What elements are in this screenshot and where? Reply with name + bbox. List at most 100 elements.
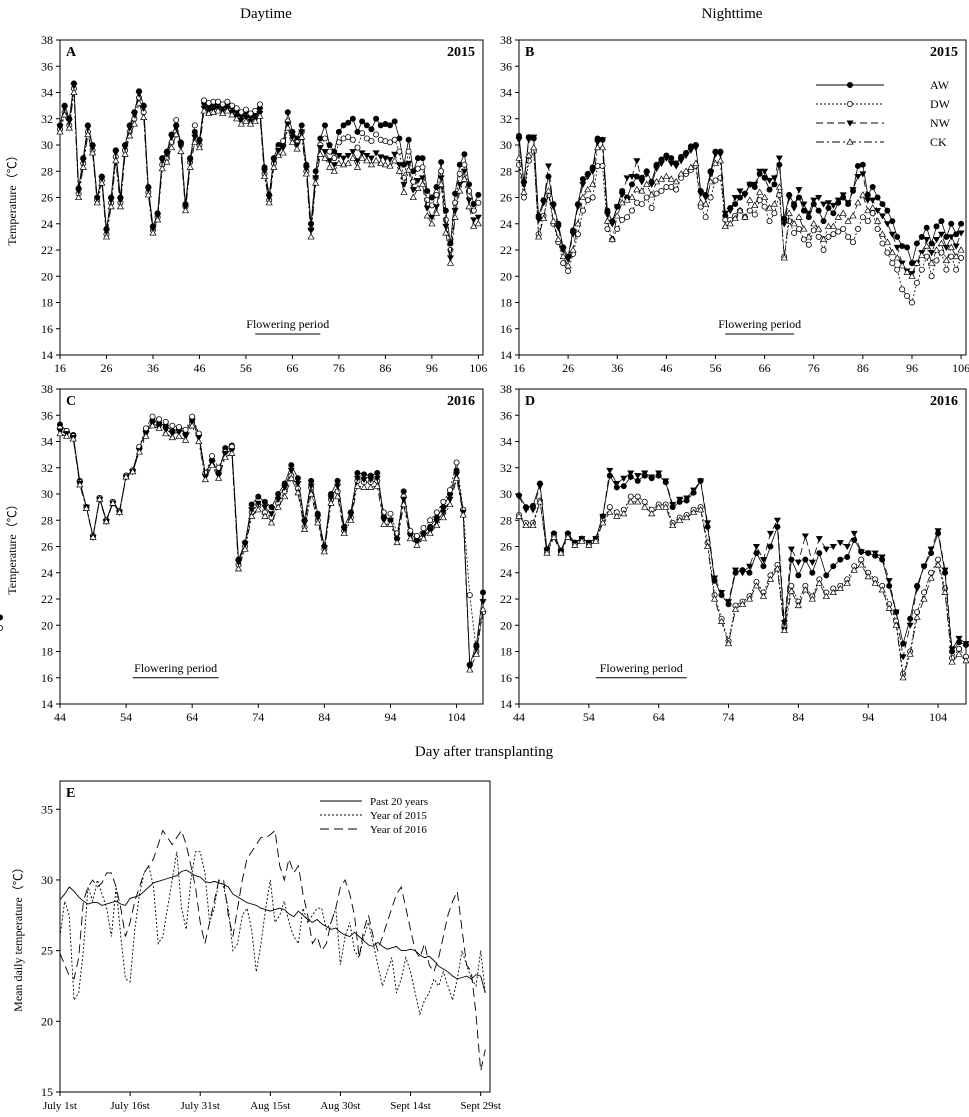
data-point [298, 129, 306, 136]
data-point [89, 533, 97, 540]
data-point [410, 178, 417, 185]
data-point [354, 144, 361, 151]
data-point [908, 260, 915, 267]
data-point [824, 222, 833, 229]
data-point [770, 175, 778, 182]
data-point [515, 154, 523, 161]
data-point [284, 124, 292, 131]
data-point [446, 255, 454, 262]
x-tick-label: 86 [857, 361, 869, 375]
data-point [102, 229, 111, 236]
data-point [672, 163, 680, 170]
data-point [844, 554, 851, 561]
y-tick-label: 24 [41, 217, 53, 231]
data-point [252, 107, 259, 114]
data-point [683, 513, 691, 521]
data-point [825, 233, 832, 240]
data-point [363, 122, 370, 129]
data-point [424, 187, 431, 194]
series-line [59, 851, 486, 1016]
data-point [898, 262, 906, 269]
data-point [242, 106, 249, 113]
data-point [149, 413, 156, 420]
x-tick-label: 26 [562, 361, 574, 375]
data-point [359, 118, 366, 125]
y-tick-label: 36 [500, 408, 512, 422]
data-point [142, 425, 149, 432]
data-point [822, 546, 830, 553]
data-point [426, 529, 434, 536]
data-point [135, 448, 143, 455]
data-point [955, 635, 963, 642]
data-point [937, 231, 945, 238]
series-aw [57, 80, 482, 247]
data-point [760, 563, 767, 570]
panel-label: E [66, 786, 75, 801]
data-point [270, 163, 278, 170]
data-point [771, 210, 778, 217]
data-point [98, 179, 106, 186]
data-point [520, 194, 527, 201]
x-tick-label: 96 [906, 361, 918, 375]
data-point [958, 254, 965, 261]
data-point [189, 413, 196, 420]
data-point [333, 492, 342, 500]
data-point [893, 244, 901, 251]
series-line [59, 424, 484, 671]
data-point [781, 215, 788, 222]
data-point [201, 97, 208, 104]
data-point [274, 496, 282, 503]
data-point [456, 170, 463, 177]
x-tick-label: 66 [286, 361, 298, 375]
data-point [175, 432, 183, 439]
data-point [433, 521, 441, 529]
y-tick-label: 15 [41, 1085, 53, 1099]
data-point [358, 154, 366, 161]
legend-marker [846, 138, 854, 145]
data-point [908, 299, 915, 306]
data-point [859, 191, 867, 198]
data-point [805, 233, 813, 240]
data-point [126, 125, 134, 132]
data-point [102, 233, 111, 240]
y-tick-label: 20 [500, 269, 512, 283]
data-point [923, 242, 931, 249]
data-point [248, 501, 255, 508]
data-point [627, 498, 635, 505]
y-tick-label: 30 [41, 487, 53, 501]
data-point [158, 164, 166, 172]
data-point [330, 167, 338, 174]
data-point [544, 187, 553, 194]
x-tick-label: Sept 14st [390, 1100, 431, 1112]
data-point [655, 470, 663, 477]
data-point [942, 256, 950, 264]
x-tick-label: 104 [929, 710, 947, 724]
data-point [849, 187, 857, 194]
data-point [952, 243, 960, 250]
y-tick-label: 34 [500, 86, 512, 100]
legend-marker [847, 101, 854, 108]
data-point [107, 197, 115, 204]
data-point [718, 589, 726, 597]
y-tick-label: 32 [41, 112, 53, 126]
data-point [155, 424, 163, 431]
data-point [308, 477, 315, 484]
data-point [815, 195, 823, 202]
data-point [738, 570, 747, 577]
data-point [208, 461, 216, 468]
data-point [215, 474, 223, 481]
data-point [288, 138, 297, 145]
data-point [302, 170, 310, 177]
data-point [424, 197, 431, 204]
data-point [112, 157, 120, 164]
data-point [638, 201, 645, 208]
data-point [657, 160, 665, 167]
data-point [683, 495, 691, 502]
data-point [428, 194, 435, 201]
data-point [564, 256, 572, 263]
legend-label: AW [930, 78, 950, 92]
data-point [63, 432, 71, 439]
data-point [843, 544, 851, 551]
data-point [349, 149, 357, 156]
